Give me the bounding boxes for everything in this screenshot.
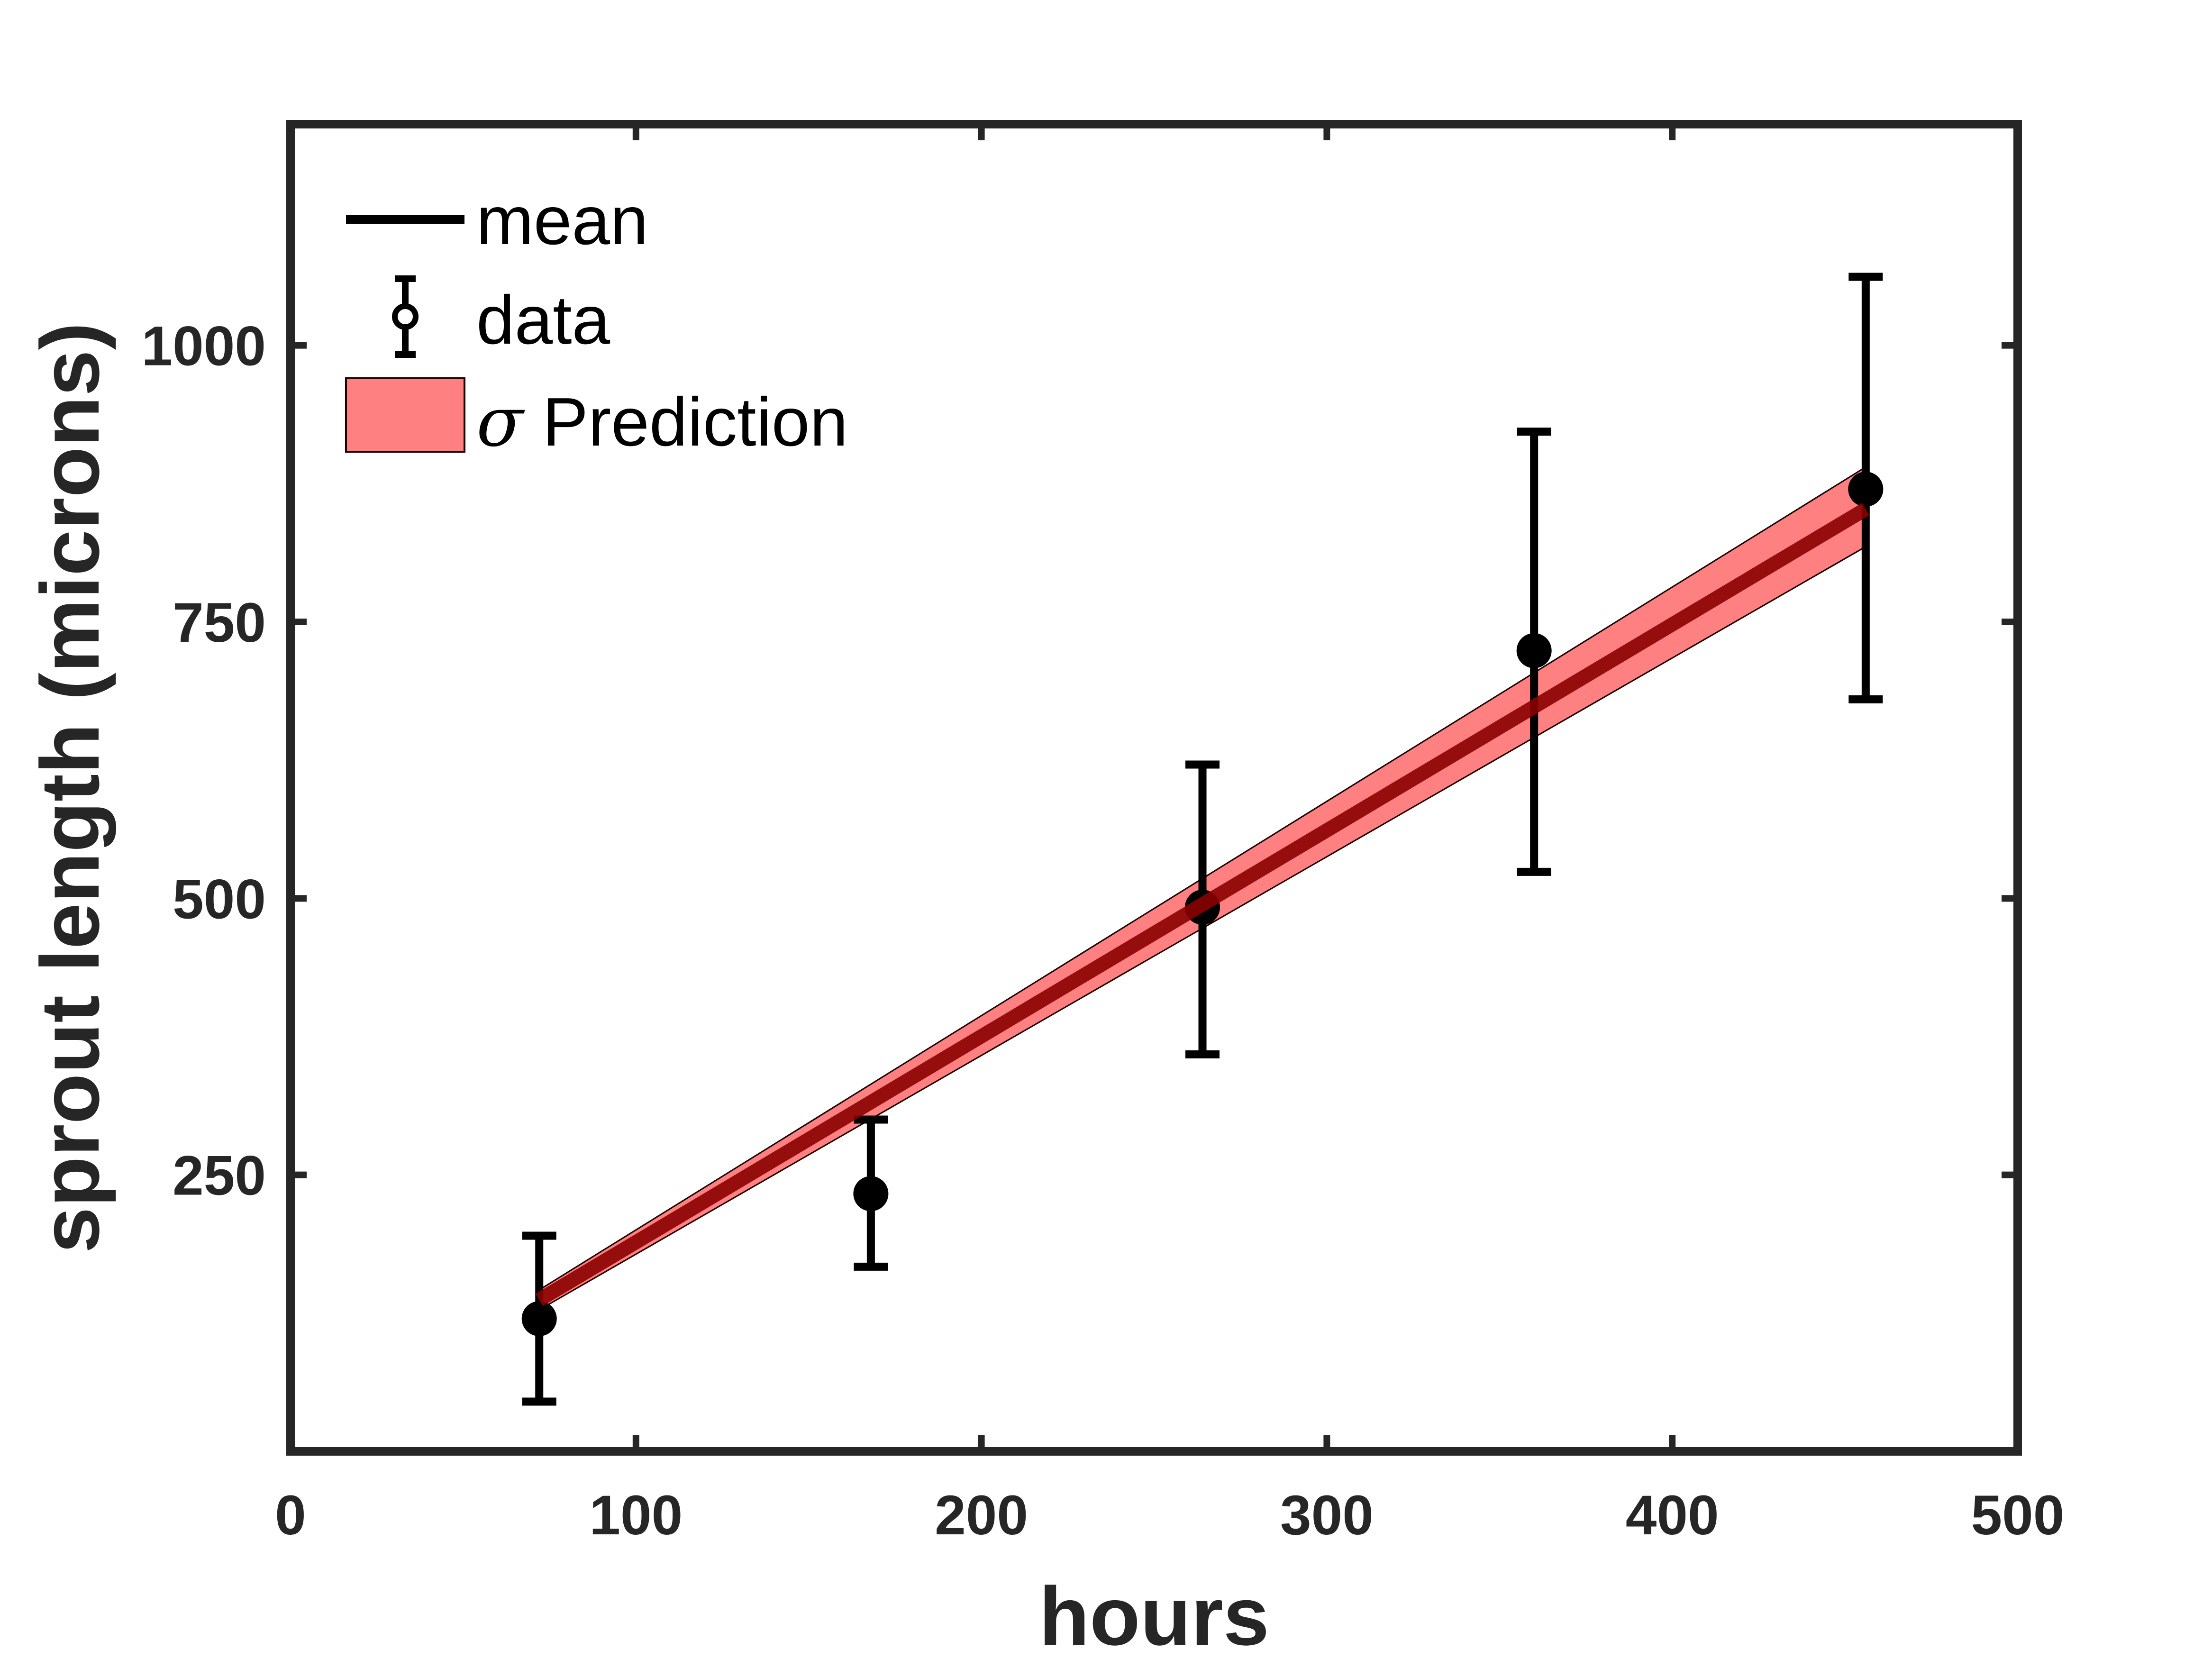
y-tick-label: 500 xyxy=(173,868,266,930)
x-axis-title: hours xyxy=(1039,1570,1269,1659)
legend-prediction-word: Prediction xyxy=(523,383,848,460)
x-tick-label: 200 xyxy=(935,1484,1028,1547)
data-point xyxy=(853,1176,889,1212)
legend-data-label: data xyxy=(476,282,610,358)
mean-line xyxy=(536,503,1870,1306)
y-tick-label: 1000 xyxy=(141,315,266,378)
data-point xyxy=(1516,633,1552,668)
legend-prediction-swatch xyxy=(345,377,465,453)
x-tick-label: 100 xyxy=(589,1484,683,1547)
plot-area xyxy=(521,273,1884,1406)
x-tick-label: 500 xyxy=(1971,1484,2065,1547)
legend: mean data σ Prediction xyxy=(345,182,848,462)
legend-prediction-label: σ Prediction xyxy=(476,382,848,462)
legend-data-swatch xyxy=(392,275,419,358)
y-tick-label: 250 xyxy=(173,1145,266,1207)
x-tick-label: 400 xyxy=(1626,1484,1719,1547)
axes: 0 100 200 300 400 500 250 500 750 1000 xyxy=(141,120,2065,1547)
data-point xyxy=(521,1301,557,1336)
legend-mean-label: mean xyxy=(476,182,648,259)
x-tick-label: 300 xyxy=(1280,1484,1374,1547)
legend-sigma-symbol: σ xyxy=(476,382,525,462)
axes-box xyxy=(286,120,2022,1456)
y-tick-label: 750 xyxy=(173,592,266,654)
y-axis-title: sprout length (microns) xyxy=(24,322,117,1253)
x-tick-label: 0 xyxy=(275,1484,306,1547)
axis-labels: hours sprout length (microns) xyxy=(24,322,1269,1659)
data-point xyxy=(1848,472,1884,507)
legend-data-marker xyxy=(392,303,419,330)
